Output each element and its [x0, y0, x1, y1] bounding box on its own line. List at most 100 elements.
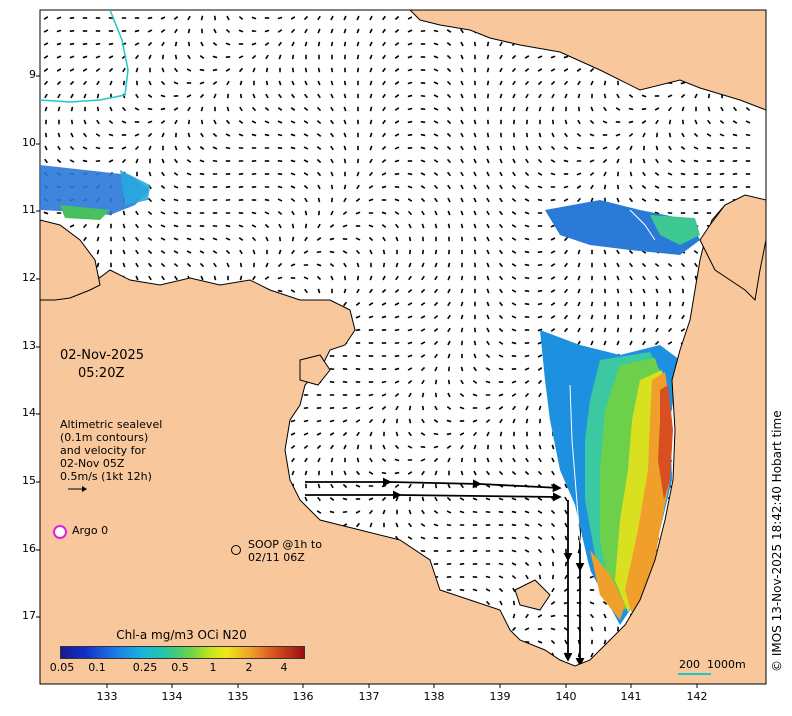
velocity-arrow — [264, 120, 270, 124]
velocity-arrow — [70, 93, 74, 99]
velocity-arrow — [525, 444, 529, 450]
velocity-arrow — [148, 80, 152, 86]
velocity-arrow — [44, 106, 48, 112]
velocity-arrow — [160, 107, 166, 111]
velocity-arrow — [590, 80, 594, 86]
velocity-arrow — [459, 510, 465, 514]
velocity-arrow — [603, 327, 607, 333]
velocity-arrow — [407, 536, 413, 540]
velocity-arrow — [447, 353, 451, 359]
velocity-arrow — [564, 119, 568, 125]
velocity-arrow — [498, 262, 504, 268]
velocity-arrow — [316, 275, 322, 281]
velocity-arrow — [304, 210, 308, 216]
velocity-arrow — [355, 510, 361, 514]
velocity-arrow — [616, 327, 620, 333]
velocity-arrow — [317, 41, 321, 47]
velocity-arrow — [421, 275, 425, 281]
velocity-arrow — [82, 146, 88, 150]
velocity-arrow — [421, 483, 425, 489]
velocity-arrow — [264, 42, 270, 46]
velocity-arrow — [174, 275, 178, 281]
velocity-arrow — [446, 562, 452, 566]
velocity-arrow — [563, 80, 569, 86]
velocity-arrow — [589, 67, 595, 73]
velocity-arrow — [316, 250, 322, 254]
velocity-arrow — [667, 341, 673, 345]
velocity-arrow — [186, 172, 192, 176]
velocity-arrow — [343, 41, 347, 47]
velocity-arrow — [278, 41, 282, 47]
velocity-arrow — [551, 93, 555, 99]
velocity-arrow — [69, 159, 75, 163]
velocity-arrow — [173, 224, 179, 228]
velocity-arrow — [407, 354, 413, 358]
velocity-arrow — [173, 211, 179, 215]
velocity-arrow — [394, 94, 400, 98]
velocity-arrow — [524, 263, 530, 267]
velocity-arrow — [290, 419, 296, 423]
velocity-arrow — [667, 172, 673, 176]
x-tick-label: 134 — [161, 690, 183, 703]
velocity-arrow — [434, 366, 438, 372]
velocity-arrow — [277, 210, 283, 216]
velocity-arrow — [460, 470, 464, 476]
velocity-arrow — [95, 146, 101, 150]
velocity-arrow — [681, 275, 685, 281]
velocity-arrow — [394, 107, 400, 111]
velocity-arrow — [147, 210, 153, 216]
velocity-arrow — [655, 145, 659, 151]
velocity-arrow — [460, 197, 464, 203]
velocity-arrow — [603, 340, 607, 346]
velocity-arrow — [394, 81, 400, 85]
velocity-arrow — [537, 470, 543, 476]
velocity-arrow — [447, 392, 451, 398]
velocity-arrow — [134, 107, 140, 111]
velocity-arrow — [629, 275, 633, 281]
velocity-arrow — [212, 159, 218, 163]
velocity-arrow — [538, 561, 542, 567]
velocity-arrow — [355, 470, 361, 476]
velocity-arrow — [147, 249, 153, 255]
velocity-arrow — [303, 419, 309, 423]
velocity-arrow — [420, 354, 426, 358]
velocity-arrow — [173, 81, 179, 85]
velocity-arrow — [603, 262, 607, 268]
velocity-arrow — [550, 614, 556, 618]
velocity-arrow — [511, 536, 517, 540]
velocity-arrow — [498, 406, 504, 410]
velocity-arrow — [303, 172, 309, 176]
velocity-arrow — [447, 262, 451, 268]
velocity-arrow — [603, 80, 607, 86]
velocity-arrow — [134, 29, 140, 33]
velocity-arrow — [499, 93, 503, 99]
velocity-arrow — [343, 184, 347, 190]
velocity-arrow — [498, 223, 504, 229]
velocity-arrow — [473, 119, 477, 125]
velocity-arrow — [498, 587, 504, 593]
velocity-arrow — [668, 119, 672, 125]
velocity-arrow — [368, 236, 374, 242]
velocity-arrow — [460, 93, 464, 99]
velocity-arrow — [473, 132, 477, 138]
velocity-arrow — [174, 158, 178, 164]
velocity-arrow — [615, 145, 621, 151]
velocity-arrow — [460, 28, 464, 34]
velocity-arrow — [382, 119, 386, 125]
velocity-arrow — [394, 315, 400, 319]
velocity-arrow — [355, 237, 361, 241]
velocity-arrow — [291, 249, 295, 255]
velocity-arrow — [745, 133, 751, 137]
velocity-arrow — [291, 470, 295, 476]
velocity-arrow — [434, 262, 438, 268]
velocity-arrow — [498, 470, 504, 476]
velocity-arrow — [446, 93, 452, 99]
velocity-arrow — [330, 158, 334, 164]
velocity-arrow — [174, 67, 178, 73]
velocity-arrow — [564, 483, 568, 489]
velocity-arrow — [564, 249, 568, 255]
velocity-arrow — [537, 640, 543, 644]
velocity-arrow — [629, 145, 633, 151]
velocity-arrow — [460, 457, 464, 463]
velocity-arrow — [434, 353, 438, 359]
